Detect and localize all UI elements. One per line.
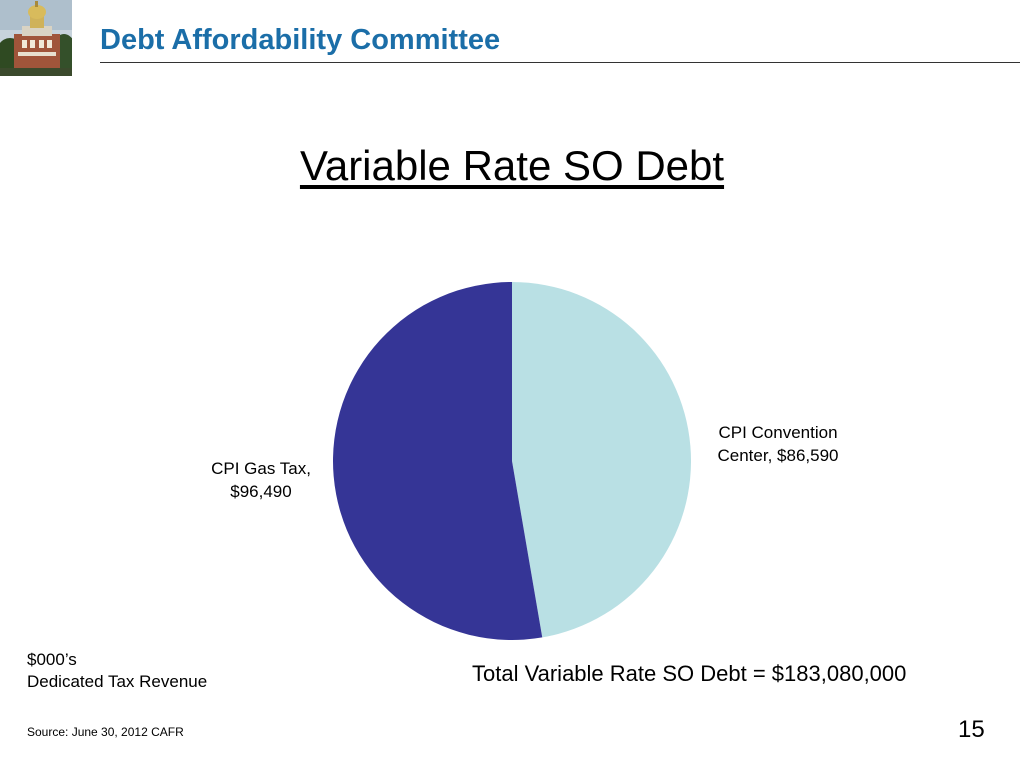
source-note: Source: June 30, 2012 CAFR [27, 725, 184, 739]
slice-label-convention-line1: CPI Convention [718, 423, 837, 442]
header-divider [100, 62, 1020, 63]
slice-label-gas-tax-line1: CPI Gas Tax, [211, 459, 311, 478]
units-line-2: Dedicated Tax Revenue [27, 672, 208, 691]
header-title: Debt Affordability Committee [100, 24, 501, 56]
total-debt-text: Total Variable Rate SO Debt = $183,080,0… [472, 661, 907, 686]
page-number: 15 [958, 716, 985, 743]
units-note: $000’s Dedicated Tax Revenue [27, 649, 207, 693]
slice-label-convention-line2: Center, $86,590 [718, 446, 839, 465]
units-line-1: $000’s [27, 650, 77, 669]
pie-slices [332, 282, 691, 640]
pie-slice-1 [332, 282, 543, 640]
state-house-logo [0, 0, 72, 76]
slice-label-gas-tax-line2: $96,490 [230, 482, 291, 501]
pie-slice-0 [512, 282, 691, 638]
slide-title: Variable Rate SO Debt [299, 142, 725, 189]
